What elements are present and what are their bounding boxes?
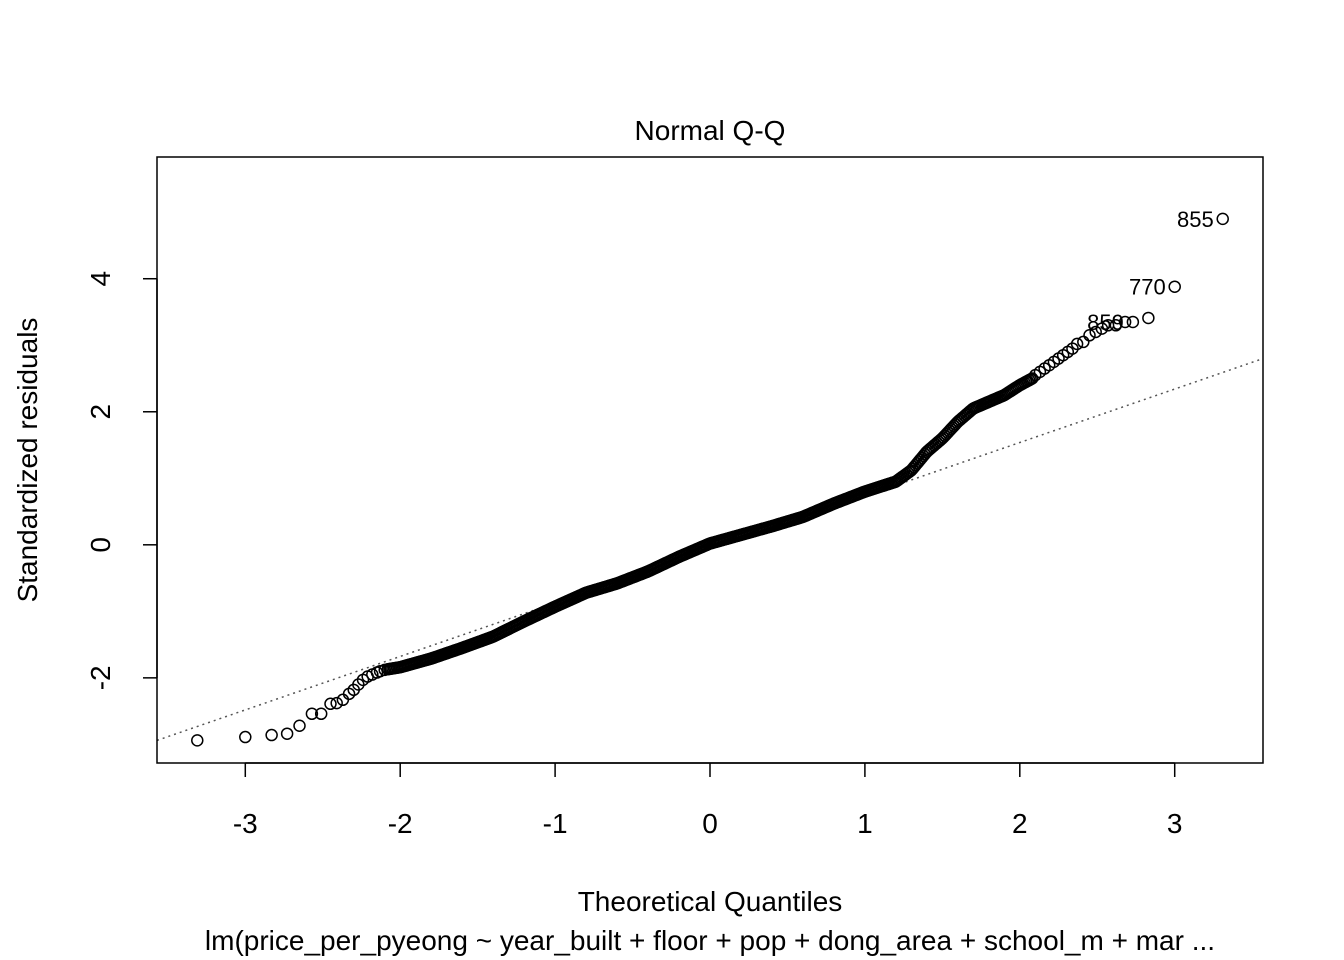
y-tick-label: 2 [85,404,116,420]
x-tick-label: 1 [857,808,873,839]
data-point [1070,337,1084,351]
point-label: 859 [1087,310,1124,335]
point-label: 855 [1177,207,1214,232]
x-tick-label: 3 [1167,808,1183,839]
data-point [1142,311,1155,325]
data-point [330,696,343,710]
data-point [314,707,328,721]
x-tick-label: 2 [1012,808,1028,839]
data-point [1089,325,1102,339]
x-tick-label: -2 [388,808,413,839]
data-point [1126,315,1140,329]
data-point [1101,319,1115,332]
x-tick-label: -1 [543,808,568,839]
y-axis-label: Standardized residuals [12,318,43,603]
chart-title: Normal Q-Q [635,115,786,146]
y-tick-label: 4 [85,271,116,287]
x-tick-label: 0 [702,808,718,839]
data-point [1083,329,1096,342]
data-point [305,707,319,721]
data-point [378,663,391,677]
data-point [1168,280,1181,293]
data-point [1066,342,1079,355]
x-axis-label: Theoretical Quantiles [578,886,843,917]
point-label: 770 [1129,275,1166,300]
plot-frame [156,156,1264,764]
data-points-layer [191,212,1229,747]
chart-subtitle: lm(price_per_pyeong ~ year_built + floor… [205,925,1215,956]
data-point [352,678,365,691]
data-point [1077,335,1090,349]
data-point [1118,315,1132,329]
x-axis: -3 -2 -1 0 1 2 3 [233,762,1183,839]
data-point [191,734,204,747]
x-tick-label: -3 [233,808,258,839]
data-point [280,727,294,740]
data-point [1095,322,1109,335]
data-point [1025,372,1039,385]
data-point [265,728,278,742]
y-tick-label: -2 [85,665,116,690]
data-point [1216,212,1229,226]
data-point [293,719,306,732]
data-point [239,730,252,744]
data-point [324,697,337,711]
y-axis: -2 0 2 4 [85,271,158,690]
y-tick-label: 0 [85,537,116,553]
